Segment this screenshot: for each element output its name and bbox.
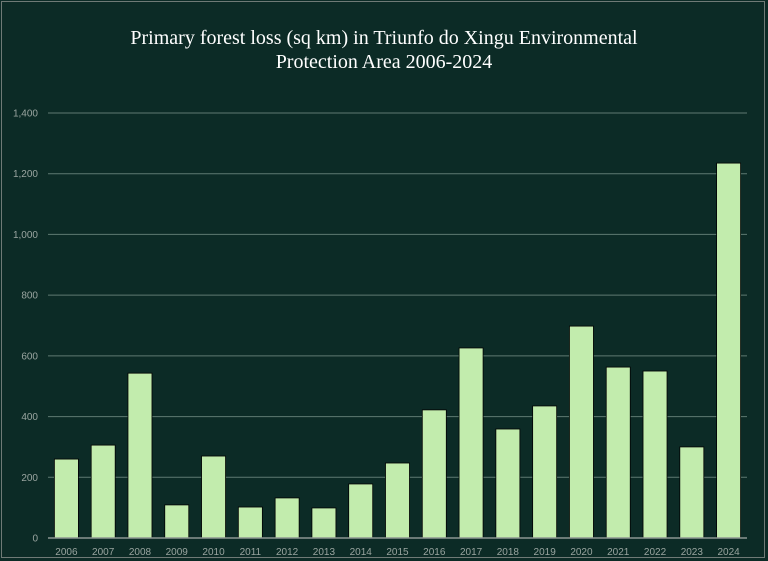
x-tick-label: 2013 bbox=[313, 547, 336, 558]
x-tick-label: 2008 bbox=[129, 547, 152, 558]
x-tick-label: 2015 bbox=[386, 547, 409, 558]
x-tick-label: 2010 bbox=[202, 547, 225, 558]
y-tick-label: 200 bbox=[21, 473, 38, 484]
x-tick-label: 2009 bbox=[166, 547, 189, 558]
x-tick-label: 2006 bbox=[55, 547, 78, 558]
y-tick-label: 1,400 bbox=[13, 109, 38, 120]
bar bbox=[201, 455, 226, 539]
bar bbox=[642, 370, 668, 539]
bar bbox=[569, 325, 594, 539]
bar bbox=[90, 444, 116, 539]
y-tick-label: 600 bbox=[21, 351, 38, 362]
bar bbox=[311, 507, 337, 539]
x-tick-label: 2016 bbox=[423, 547, 446, 558]
x-tick-label: 2014 bbox=[350, 547, 373, 558]
x-tick-label: 2019 bbox=[534, 547, 557, 558]
x-tick-label: 2012 bbox=[276, 547, 299, 558]
chart-title-line-1: Primary forest loss (sq km) in Triunfo d… bbox=[130, 27, 638, 49]
y-tick-label: 400 bbox=[21, 412, 38, 423]
y-tick-label: 1,000 bbox=[13, 230, 38, 241]
chart-title-line-2: Protection Area 2006-2024 bbox=[275, 51, 493, 73]
x-tick-label: 2020 bbox=[570, 547, 593, 558]
y-tick-label: 0 bbox=[32, 534, 38, 545]
x-tick-label: 2024 bbox=[717, 547, 740, 558]
bar bbox=[605, 366, 631, 539]
bar bbox=[532, 405, 558, 539]
x-tick-label: 2023 bbox=[681, 547, 704, 558]
x-tick-label: 2022 bbox=[644, 547, 667, 558]
x-tick-label: 2021 bbox=[607, 547, 630, 558]
bar bbox=[348, 483, 374, 539]
y-tick-label: 1,200 bbox=[13, 169, 38, 180]
bar bbox=[127, 372, 153, 539]
y-tick-label: 800 bbox=[21, 291, 38, 302]
bar bbox=[385, 462, 410, 539]
x-tick-label: 2018 bbox=[497, 547, 520, 558]
bar bbox=[679, 446, 705, 539]
chart-title: Primary forest loss (sq km) in Triunfo d… bbox=[0, 26, 768, 74]
bar bbox=[237, 506, 263, 539]
x-tick-label: 2011 bbox=[240, 547, 262, 558]
x-tick-label: 2017 bbox=[460, 547, 483, 558]
bar bbox=[53, 458, 79, 539]
bar bbox=[274, 497, 300, 539]
bar bbox=[164, 504, 190, 539]
bar bbox=[716, 162, 742, 539]
x-tick-label: 2007 bbox=[92, 547, 115, 558]
bar bbox=[495, 428, 521, 539]
bar bbox=[458, 347, 484, 539]
bar bbox=[421, 409, 447, 539]
